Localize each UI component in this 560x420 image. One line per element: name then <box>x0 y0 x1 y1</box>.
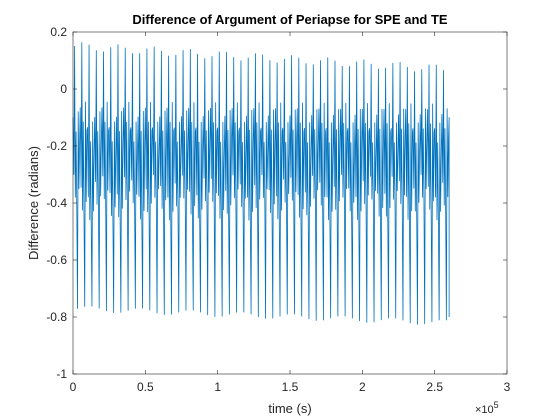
x-axis-label: time (s) <box>268 401 311 416</box>
y-axis: -1 -0.8 -0.6 -0.4 -0.2 0 0.2 <box>46 25 507 381</box>
y-tick-label: -0.2 <box>46 139 67 153</box>
series-layer <box>72 42 450 325</box>
x-tick-label: 2 <box>359 380 366 394</box>
x-tick-label: 2.5 <box>426 380 443 394</box>
x-axis-exponent: ×105 <box>475 400 499 416</box>
x-axis: 0 0.5 1 1.5 2 2.5 3 <box>70 32 511 394</box>
y-tick-label: -0.6 <box>46 253 67 267</box>
x-tick-label: 0 <box>70 380 77 394</box>
chart-title: Difference of Argument of Periapse for S… <box>132 12 448 27</box>
y-tick-label: 0 <box>60 82 67 96</box>
x-tick-label: 0.5 <box>137 380 154 394</box>
x-axis-exponent-power: 5 <box>494 400 499 410</box>
x-tick-label: 3 <box>504 380 511 394</box>
plot-background <box>73 32 507 374</box>
x-tick-label: 1.5 <box>282 380 299 394</box>
x-tick-label: 1 <box>214 380 221 394</box>
y-tick-label: -0.4 <box>46 196 67 210</box>
y-tick-label: -0.8 <box>46 310 67 324</box>
x-axis-exponent-base: ×10 <box>475 404 494 416</box>
y-axis-label: Difference (radians) <box>26 146 41 260</box>
y-tick-label: 0.2 <box>50 25 67 39</box>
series-line <box>72 42 450 325</box>
y-tick-label: -1 <box>56 367 67 381</box>
